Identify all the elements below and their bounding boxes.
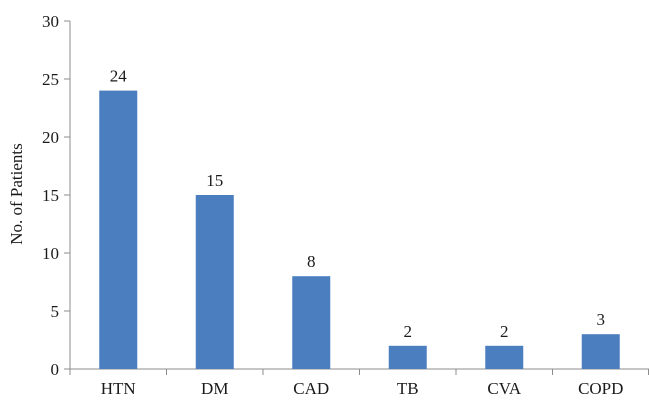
bar-copd bbox=[581, 334, 620, 369]
x-axis: HTN DM CAD TB CVA COPD bbox=[69, 368, 649, 398]
x-tick-label-cad: CAD bbox=[293, 379, 329, 398]
y-tick-label: 10 bbox=[42, 244, 59, 263]
data-label-cva: 2 bbox=[500, 322, 509, 341]
bar-cva bbox=[485, 345, 524, 369]
bar-tb bbox=[388, 345, 427, 369]
y-axis: 0 5 10 15 20 25 30 bbox=[42, 12, 71, 379]
y-tick-label: 0 bbox=[51, 360, 60, 379]
bar-cad bbox=[292, 276, 331, 369]
data-label-cad: 8 bbox=[307, 252, 316, 271]
bars bbox=[99, 90, 620, 369]
bar-dm bbox=[195, 195, 234, 369]
x-tick-label-htn: HTN bbox=[101, 379, 136, 398]
y-tick-label: 15 bbox=[42, 186, 59, 205]
data-label-copd: 3 bbox=[597, 310, 606, 329]
data-label-tb: 2 bbox=[404, 322, 413, 341]
y-tick-label: 20 bbox=[42, 128, 59, 147]
y-tick-label: 30 bbox=[42, 12, 59, 31]
x-tick-label-copd: COPD bbox=[578, 379, 623, 398]
y-tick-label: 5 bbox=[51, 302, 60, 321]
x-tick-label-tb: TB bbox=[397, 379, 419, 398]
data-label-dm: 15 bbox=[206, 171, 223, 190]
data-label-htn: 24 bbox=[110, 67, 128, 86]
bar-htn bbox=[99, 90, 138, 369]
data-labels: 24 15 8 2 2 3 bbox=[110, 67, 605, 341]
y-tick-label: 25 bbox=[42, 70, 59, 89]
y-axis-label: No. of Patients bbox=[7, 143, 26, 245]
x-tick-label-cva: CVA bbox=[487, 379, 521, 398]
x-tick-label-dm: DM bbox=[201, 379, 228, 398]
